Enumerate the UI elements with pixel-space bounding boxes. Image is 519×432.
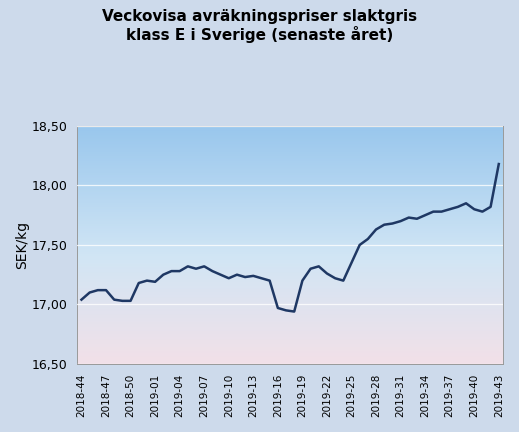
Text: Veckovisa avräkningspriser slaktgris
klass E i Sverige (senaste året): Veckovisa avräkningspriser slaktgris kla…	[102, 9, 417, 44]
Y-axis label: SEK/kg: SEK/kg	[15, 221, 29, 269]
